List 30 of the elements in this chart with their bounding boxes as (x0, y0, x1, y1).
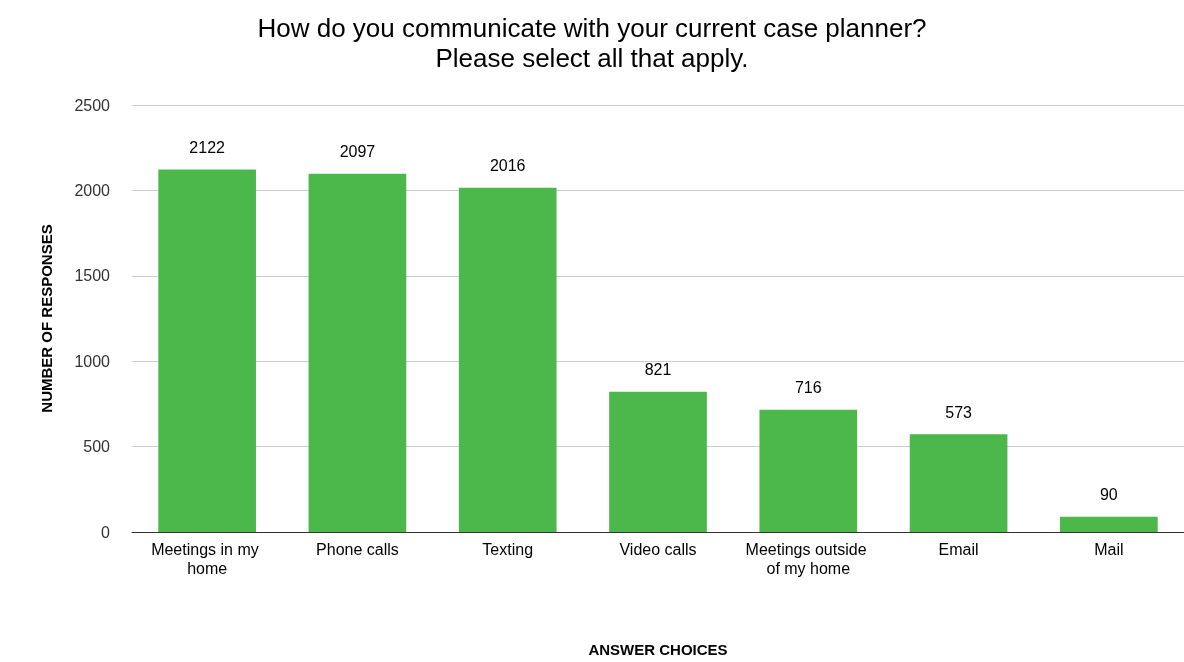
x-tick-label: Email (938, 541, 979, 558)
data-label: 573 (945, 403, 973, 421)
data-label: 2097 (339, 143, 376, 161)
x-tick-label: Phone calls (316, 541, 399, 558)
y-tick-label: 1000 (74, 352, 111, 370)
y-tick-label: 1500 (74, 267, 111, 285)
chart-title: How do you communicate with your current case planner? Please select all that apply. (257, 13, 927, 73)
data-label: 821 (644, 361, 672, 379)
data-label: 90 (1099, 486, 1118, 504)
y-tick-label: 500 (83, 438, 111, 456)
x-tick-label: Texting (482, 541, 534, 558)
data-label: 2122 (189, 139, 226, 157)
bar (458, 187, 557, 532)
y-tick-label: 2500 (74, 96, 111, 114)
y-axis-title: NUMBER OF RESPONSES (38, 224, 55, 413)
x-tick-label: Video calls (619, 541, 697, 558)
data-label: 2016 (489, 157, 526, 175)
bar (909, 434, 1008, 532)
bar (158, 169, 256, 532)
y-tick-label: 2000 (74, 181, 111, 199)
bar (308, 173, 407, 532)
x-axis-title: ANSWER CHOICES (588, 641, 728, 658)
x-tick-label: Meetings outside of my home (745, 541, 871, 577)
x-tick-label: Meetings in my home (151, 541, 264, 577)
bar (1060, 516, 1158, 532)
data-label: 716 (794, 379, 822, 397)
y-tick-label: 0 (101, 523, 111, 541)
bar (759, 409, 858, 532)
bar (609, 391, 707, 532)
x-tick-label: Mail (1094, 541, 1124, 558)
